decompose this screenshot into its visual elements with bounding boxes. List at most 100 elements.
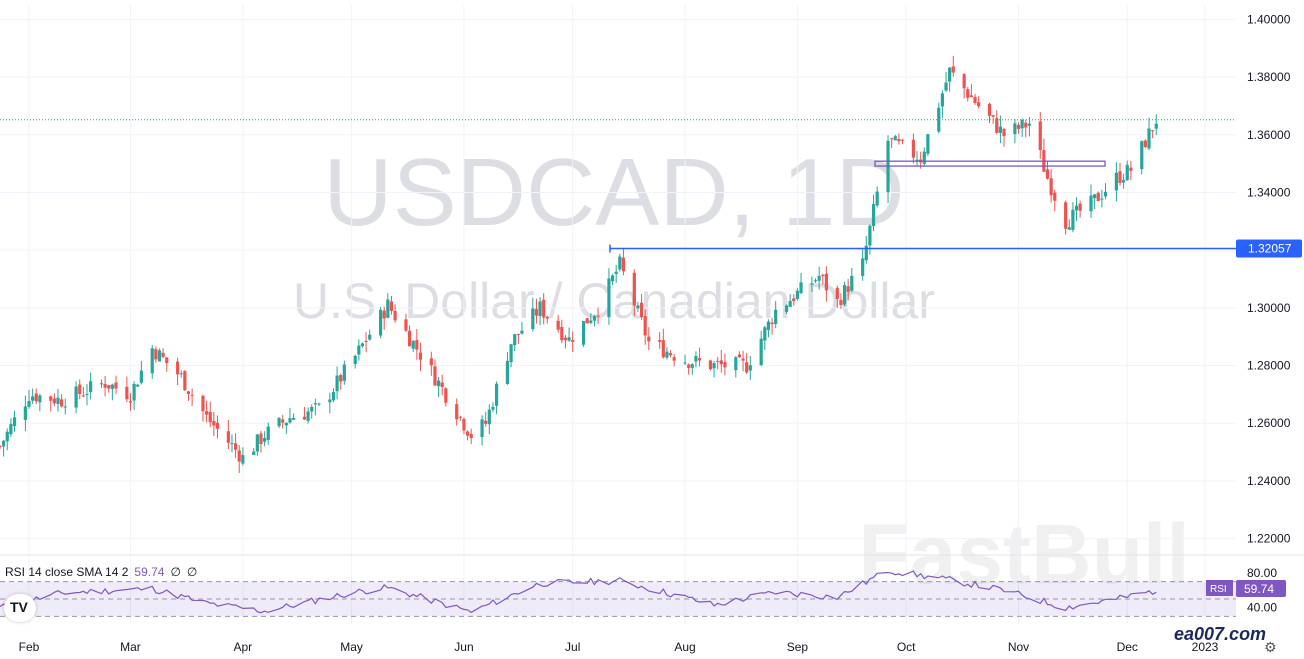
candle-body <box>737 354 742 358</box>
candle-body <box>56 397 60 404</box>
candle-body <box>636 305 640 309</box>
candle-body <box>966 89 970 98</box>
candle-body <box>60 399 64 407</box>
candle-body <box>237 450 241 462</box>
rsi-value-label: 59.74 <box>1244 582 1274 596</box>
price-tick-label: 1.38000 <box>1247 70 1291 84</box>
candle-body <box>944 82 948 91</box>
candle-body <box>107 385 111 389</box>
candle-body <box>212 421 216 426</box>
candle-body <box>357 345 361 355</box>
price-tick-label: 1.36000 <box>1247 128 1291 142</box>
candle-body <box>103 383 107 388</box>
candle-body <box>364 340 368 342</box>
time-axis[interactable]: Feb Mar Apr May Jun Jul Aug Sep Oct Nov Dec 2023 <box>19 640 1219 654</box>
rsi-line <box>0 570 1157 614</box>
rsi-legend[interactable]: RSI 14 close SMA 14 2 59.74 ∅ ∅ <box>5 565 197 579</box>
price-tick-label: 1.40000 <box>1247 12 1291 26</box>
rsi-legend-title: RSI 14 close SMA 14 2 <box>5 565 129 579</box>
candle-body <box>411 341 415 349</box>
candle-body <box>1122 179 1126 183</box>
candle-body <box>607 278 611 318</box>
candle-body <box>864 245 868 261</box>
candle-body <box>183 371 187 391</box>
candle-body <box>995 118 999 133</box>
candle-body <box>277 418 281 427</box>
rsi-value-badge <box>1236 580 1286 597</box>
candle-body <box>1020 119 1024 129</box>
rsi-legend-extra-2: ∅ <box>186 565 198 579</box>
tradingview-logo[interactable]: TV <box>4 594 36 622</box>
candle-body <box>1103 191 1108 197</box>
rsi-legend-extra-1: ∅ <box>170 565 181 579</box>
rsi-badge-label: RSI <box>1210 584 1227 595</box>
candle-body <box>784 305 789 312</box>
candle-body <box>897 138 901 142</box>
candle-body <box>545 316 549 319</box>
candle-body <box>157 350 162 362</box>
candle-body <box>538 301 542 317</box>
candle-body <box>1045 169 1050 179</box>
candle-body <box>440 382 444 387</box>
price-axis[interactable]: 1.400001.380001.360001.340001.320001.300… <box>1247 12 1291 545</box>
candle-body <box>487 409 491 425</box>
candle-body <box>610 275 615 282</box>
rsi-pane[interactable] <box>0 570 1236 617</box>
candle-body <box>763 327 767 341</box>
candle-body <box>38 395 42 403</box>
candle-body <box>179 373 183 375</box>
price-tick-label: 1.26000 <box>1247 416 1291 430</box>
candle-body <box>505 360 510 385</box>
candle-body <box>378 309 383 336</box>
candle-body <box>313 403 317 405</box>
candle-body <box>973 96 977 104</box>
candle-body <box>875 191 879 206</box>
candle-body <box>1093 194 1097 199</box>
candle-body <box>458 416 462 418</box>
candle-body <box>1049 178 1053 196</box>
candle-body <box>788 300 792 307</box>
candle-body <box>393 310 397 321</box>
candle-body <box>516 333 520 335</box>
rsi-tick-label: 80.00 <box>1247 566 1277 580</box>
candle-body <box>291 418 296 420</box>
candle-body <box>665 351 669 358</box>
candle-body <box>491 406 495 410</box>
candle-body <box>150 348 154 374</box>
gear-icon[interactable]: ⚙ <box>1264 639 1277 655</box>
candle-body <box>509 344 513 363</box>
candle-body <box>255 434 259 452</box>
candle-body <box>12 417 17 427</box>
candle-body <box>99 383 104 385</box>
candle-body <box>567 337 571 341</box>
candle-body <box>433 366 437 386</box>
candle-body <box>890 138 894 140</box>
candle-body <box>556 320 560 330</box>
candle-body <box>331 391 336 401</box>
candle-body <box>748 365 752 371</box>
candle-body <box>1016 124 1021 129</box>
candle-body <box>415 340 419 350</box>
candle-body <box>723 362 727 368</box>
candle-body <box>125 386 129 400</box>
candle-body <box>871 204 876 227</box>
candle-body <box>469 433 473 438</box>
tradingview-logo-icon: TV <box>10 599 28 615</box>
candle-body <box>817 275 821 281</box>
candle-body <box>34 393 38 402</box>
time-tick-label: 2023 <box>1192 640 1219 654</box>
support-price-badge <box>1236 239 1302 258</box>
candle-body <box>342 364 346 381</box>
time-tick-label: Sep <box>787 640 809 654</box>
time-tick-label: Nov <box>1008 640 1029 654</box>
time-tick-label: Apr <box>234 640 253 654</box>
candle-body <box>1154 123 1158 129</box>
candle-body <box>839 299 843 305</box>
rsi-axis[interactable]: 80.00 40.00 <box>1247 566 1277 615</box>
candle-body <box>455 404 459 420</box>
candle-body <box>534 309 539 316</box>
candle-body <box>23 406 27 420</box>
candle-body <box>589 320 593 323</box>
resistance-channel[interactable] <box>874 160 1106 167</box>
